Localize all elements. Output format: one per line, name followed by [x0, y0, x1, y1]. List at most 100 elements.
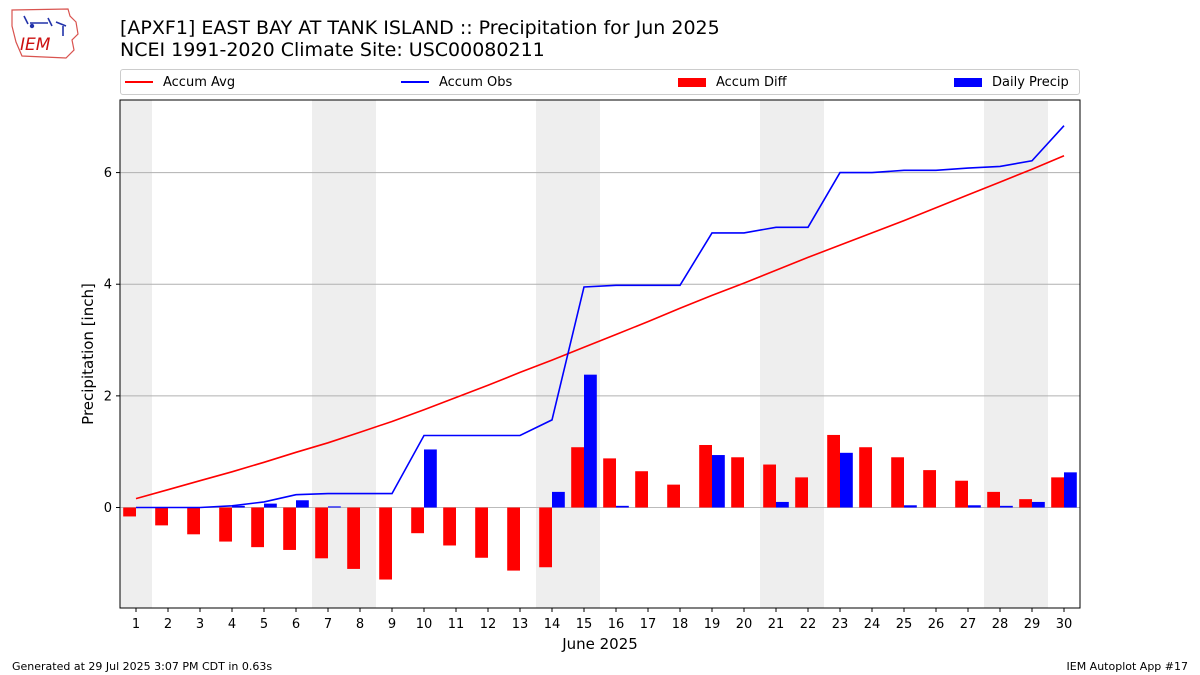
bar-accum-diff-25: [891, 457, 904, 508]
bar-accum-diff-29: [1019, 499, 1032, 508]
bar-accum-diff-23: [827, 434, 840, 508]
weekend-shade-29: [1016, 100, 1048, 608]
weekend-shade-28: [984, 100, 1016, 608]
y-tick-label-2: 2: [104, 389, 112, 404]
x-tick-label-8: 8: [356, 617, 364, 632]
x-tick-label-16: 16: [608, 617, 625, 632]
bar-accum-diff-27: [955, 480, 968, 508]
x-tick-label-19: 19: [704, 617, 721, 632]
x-tick-label-7: 7: [324, 617, 332, 632]
x-tick-label-3: 3: [196, 617, 204, 632]
footer-generated: Generated at 29 Jul 2025 3:07 PM CDT in …: [12, 660, 273, 673]
legend-accum-obs: Accum Obs: [401, 73, 512, 91]
y-tick-label-4: 4: [104, 278, 112, 293]
bar-daily-precip-27: [968, 505, 981, 508]
bar-accum-diff-30: [1051, 477, 1064, 508]
bar-accum-diff-16: [603, 458, 616, 508]
legend-accum-avg: Accum Avg: [125, 73, 235, 91]
bar-daily-precip-14: [552, 491, 565, 508]
line-accum-avg: [135, 155, 1065, 500]
legend-swatch-accum-avg: [125, 81, 153, 83]
x-tick-label-4: 4: [228, 617, 236, 632]
bar-daily-precip-5: [264, 503, 277, 508]
bar-daily-precip-28: [1000, 505, 1013, 508]
title-line-2: NCEI 1991-2020 Climate Site: USC00080211: [120, 39, 545, 61]
bar-accum-diff-8: [347, 507, 360, 569]
bar-accum-diff-24: [859, 447, 872, 508]
bar-daily-precip-21: [776, 501, 789, 508]
x-tick-label-25: 25: [896, 617, 913, 632]
x-tick-label-30: 30: [1056, 617, 1073, 632]
bar-accum-diff-1: [123, 507, 136, 517]
weekend-shade-21: [760, 100, 792, 608]
legend-swatch-accum-diff: [678, 77, 706, 87]
x-tick-label-6: 6: [292, 617, 300, 632]
legend-label-accum-avg: Accum Avg: [163, 74, 236, 90]
bar-accum-diff-22: [795, 477, 808, 508]
legend-swatch-accum-obs: [401, 81, 429, 83]
bar-accum-diff-15: [571, 447, 584, 508]
logo-text: IEM: [20, 35, 51, 55]
bar-daily-precip-6: [296, 500, 309, 508]
x-tick-label-26: 26: [928, 617, 945, 632]
title-line-1: [APXF1] EAST BAY AT TANK ISLAND :: Preci…: [120, 17, 720, 39]
bar-daily-precip-4: [232, 505, 245, 508]
bar-daily-precip-16: [616, 505, 629, 508]
legend-accum-diff: Accum Diff: [678, 73, 787, 91]
weekend-shade-1: [120, 100, 152, 608]
bar-accum-diff-6: [283, 507, 296, 550]
bar-daily-precip-30: [1064, 472, 1077, 508]
x-tick-label-27: 27: [960, 617, 977, 632]
x-tick-label-1: 1: [132, 617, 140, 632]
x-tick-label-21: 21: [768, 617, 785, 632]
x-tick-label-20: 20: [736, 617, 753, 632]
line-accum-obs: [136, 125, 1065, 509]
weekend-shade-15: [568, 100, 600, 608]
bar-daily-precip-23: [840, 452, 853, 508]
y-tick-label-6: 6: [104, 166, 112, 181]
bar-accum-diff-14: [539, 507, 552, 568]
x-tick-label-14: 14: [544, 617, 561, 632]
bar-daily-precip-29: [1032, 501, 1045, 508]
bar-accum-diff-12: [475, 507, 488, 558]
y-tick-label-0: 0: [104, 501, 112, 516]
bar-accum-diff-18: [667, 484, 680, 508]
bar-daily-precip-7: [328, 506, 341, 508]
bar-accum-diff-21: [763, 464, 776, 508]
x-tick-label-17: 17: [640, 617, 657, 632]
plot-frame: [119, 99, 1081, 609]
bar-accum-diff-26: [923, 470, 936, 508]
bar-accum-diff-20: [731, 457, 744, 508]
x-tick-label-10: 10: [416, 617, 433, 632]
bar-accum-diff-4: [219, 507, 232, 542]
x-tick-label-29: 29: [1024, 617, 1041, 632]
bar-daily-precip-15: [584, 374, 597, 508]
x-tick-label-5: 5: [260, 617, 268, 632]
x-tick-label-2: 2: [164, 617, 172, 632]
weekend-shade-22: [792, 100, 824, 608]
bar-daily-precip-10: [424, 449, 437, 508]
bar-accum-diff-28: [987, 491, 1000, 508]
bar-accum-diff-11: [443, 507, 456, 546]
legend-label-accum-diff: Accum Diff: [716, 74, 787, 90]
bar-accum-diff-10: [411, 507, 424, 534]
x-tick-label-23: 23: [832, 617, 849, 632]
x-tick-label-24: 24: [864, 617, 881, 632]
bar-accum-diff-2: [155, 507, 168, 526]
x-tick-label-13: 13: [512, 617, 529, 632]
legend-label-daily-precip: Daily Precip: [992, 74, 1069, 90]
bar-daily-precip-19: [712, 455, 725, 508]
bar-accum-diff-9: [379, 507, 392, 580]
bar-accum-diff-5: [251, 507, 264, 548]
bar-accum-diff-19: [699, 444, 712, 508]
x-tick-label-9: 9: [388, 617, 396, 632]
x-tick-label-18: 18: [672, 617, 689, 632]
legend-label-accum-obs: Accum Obs: [439, 74, 513, 90]
legend: Accum Avg Accum Obs Accum Diff Daily Pre…: [120, 69, 1080, 95]
chart-title: [APXF1] EAST BAY AT TANK ISLAND :: Preci…: [120, 17, 720, 61]
legend-swatch-daily-precip: [954, 77, 982, 87]
bar-daily-precip-25: [904, 505, 917, 508]
x-tick-label-12: 12: [480, 617, 497, 632]
x-axis-label: June 2025: [561, 635, 638, 653]
